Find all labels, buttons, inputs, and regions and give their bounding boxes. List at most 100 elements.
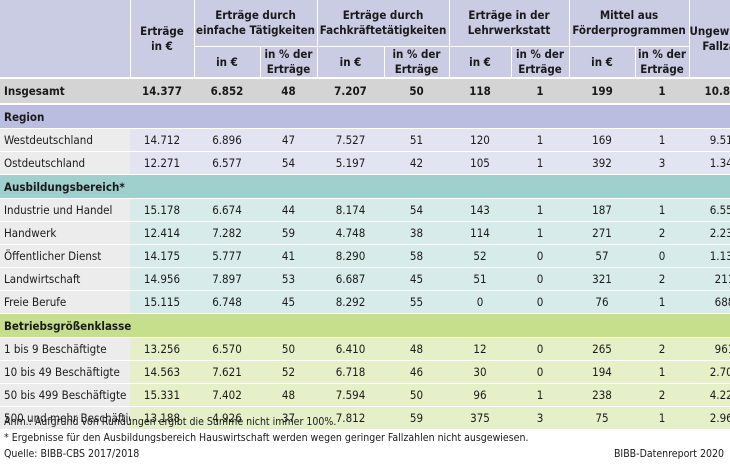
cell: 1 — [635, 290, 690, 314]
cell: 55 — [384, 290, 450, 314]
cell: 12 — [449, 337, 512, 361]
cell: 5.777 — [194, 244, 260, 268]
cell: 1 — [635, 198, 690, 222]
cell: 13.188 — [130, 406, 194, 430]
cell: 2 — [635, 221, 690, 245]
row-label: Westdeutschland — [0, 128, 130, 152]
table-row: Ostdeutschland 12.271 6.577 54 5.197 42 … — [0, 151, 730, 175]
cell: 3 — [635, 151, 690, 175]
subheader-eur: in € — [194, 46, 261, 78]
subheader-eur: in € — [449, 46, 512, 78]
cell: 4.748 — [317, 221, 385, 245]
data-table: Erträge in € Erträge durch einfache Täti… — [0, 0, 730, 430]
cell: 1.139 — [689, 244, 730, 268]
cell: 2.705 — [689, 360, 730, 384]
rounding-note: Anm.: Aufgrund von Rundungen ergibt die … — [4, 416, 337, 428]
cell: 44 — [260, 198, 318, 222]
cell: 375 — [449, 406, 512, 430]
cell: 194 — [569, 360, 636, 384]
cell: 50 — [260, 337, 318, 361]
cell: 1 — [635, 128, 690, 152]
cell: 51 — [384, 128, 450, 152]
table-row: Handwerk 12.414 7.282 59 4.748 38 114 1 … — [0, 221, 730, 245]
cell: 2 — [635, 383, 690, 407]
cell: 48 — [384, 337, 450, 361]
cell: 1 — [511, 77, 570, 105]
table-notes: Anm.: Aufgrund von Rundungen ergibt die … — [4, 414, 726, 462]
cell: 2 — [635, 267, 690, 291]
cell: 1 — [635, 360, 690, 384]
cell: 1 — [511, 198, 570, 222]
cell: 1 — [635, 406, 690, 430]
subheader-pct: in % der Erträge — [384, 46, 450, 78]
cell: 7.402 — [194, 383, 260, 407]
cell: 41 — [260, 244, 318, 268]
row-label: 10 bis 49 Beschäftigte — [0, 360, 130, 384]
cell: 118 — [449, 77, 512, 105]
header-lehrwerkstatt: Erträge in der Lehrwerkstatt — [449, 0, 570, 47]
cell: 9.513 — [689, 128, 730, 152]
cell: 8.292 — [317, 290, 385, 314]
cell: 5.197 — [317, 151, 385, 175]
table-row: 10 bis 49 Beschäftigte 14.563 7.621 52 6… — [0, 360, 730, 384]
cell: 12.414 — [130, 221, 194, 245]
cell: 14.377 — [130, 77, 194, 105]
header-einfache-taetigkeiten: Erträge durch einfache Tätigkeiten — [194, 0, 318, 47]
cell: 2.230 — [689, 221, 730, 245]
cell: 6.852 — [194, 77, 260, 105]
cell: 6.410 — [317, 337, 385, 361]
cell: 7.812 — [317, 406, 385, 430]
corner-cell — [0, 0, 131, 78]
cell: 8.290 — [317, 244, 385, 268]
table-row: Industrie und Handel 15.178 6.674 44 8.1… — [0, 198, 730, 222]
total-row: Insgesamt 14.377 6.852 48 7.207 50 118 1… — [0, 77, 730, 105]
subheader-eur: in € — [569, 46, 636, 78]
cell: 57 — [569, 244, 636, 268]
cell: 120 — [449, 128, 512, 152]
row-label: 50 bis 499 Beschäftigte — [0, 383, 130, 407]
cell: 0 — [449, 290, 512, 314]
cell: 0 — [635, 244, 690, 268]
cell: 50 — [384, 77, 450, 105]
table-row: 500 und mehr Beschäftigte 13.188 4.926 3… — [0, 406, 730, 430]
cell: 52 — [449, 244, 512, 268]
cell: 59 — [260, 221, 318, 245]
cell: 3 — [511, 406, 570, 430]
table-row: 1 bis 9 Beschäftigte 13.256 6.570 50 6.4… — [0, 337, 730, 361]
cell: 238 — [569, 383, 636, 407]
subheader-pct: in % der Erträge — [260, 46, 318, 78]
row-label: Insgesamt — [0, 77, 130, 105]
cell: 7.527 — [317, 128, 385, 152]
cell: 15.178 — [130, 198, 194, 222]
row-label: Industrie und Handel — [0, 198, 130, 222]
section-header-region: Region — [0, 104, 730, 129]
table-row: 50 bis 499 Beschäftigte 15.331 7.402 48 … — [0, 383, 730, 407]
cell: 54 — [384, 198, 450, 222]
table-row: Westdeutschland 14.712 6.896 47 7.527 51… — [0, 128, 730, 152]
cell: 0 — [511, 290, 570, 314]
cell: 199 — [569, 77, 636, 105]
cell: 14.563 — [130, 360, 194, 384]
cell: 392 — [569, 151, 636, 175]
cell: 143 — [449, 198, 512, 222]
cell: 1 — [511, 151, 570, 175]
cell: 15.331 — [130, 383, 194, 407]
cell: 4.225 — [689, 383, 730, 407]
cell: 6.896 — [194, 128, 260, 152]
cell: 6.555 — [689, 198, 730, 222]
section-title: Region — [0, 104, 730, 129]
cell: 0 — [511, 337, 570, 361]
cell: 45 — [384, 267, 450, 291]
cell: 14.712 — [130, 128, 194, 152]
cell: 265 — [569, 337, 636, 361]
cell: 13.256 — [130, 337, 194, 361]
cell: 169 — [569, 128, 636, 152]
cell: 38 — [384, 221, 450, 245]
cell: 271 — [569, 221, 636, 245]
cell: 42 — [384, 151, 450, 175]
cell: 1 — [511, 221, 570, 245]
footnote: * Ergebnisse für den Ausbildungsbereich … — [4, 432, 529, 444]
section-header-ausbildungsbereich: Ausbildungsbereich* — [0, 174, 730, 199]
cell: 48 — [260, 383, 318, 407]
cell: 47 — [260, 128, 318, 152]
